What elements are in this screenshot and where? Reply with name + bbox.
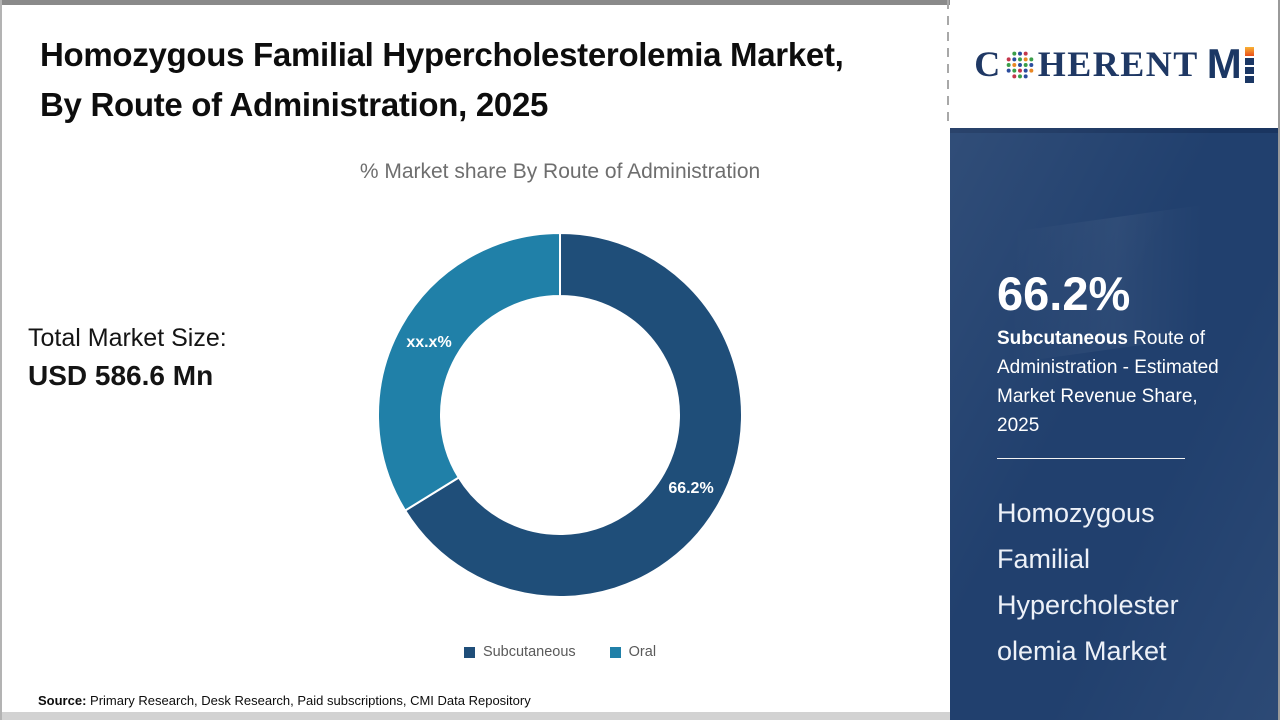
frame-bottom-strip [0, 712, 1280, 720]
sidebar-divider [997, 458, 1185, 459]
legend-swatch-oral-icon [609, 646, 621, 658]
legend-label-subcutaneous: Subcutaneous [482, 644, 576, 660]
legend-swatch-subcutaneous-icon [463, 646, 475, 658]
chart-legend: Subcutaneous Oral [210, 644, 910, 660]
donut-slice-subcutaneous [403, 231, 743, 598]
globe-dots-icon [1006, 51, 1034, 79]
frame-border-left [0, 0, 2, 720]
frame-border-top [0, 0, 1280, 5]
sidebar-highlight-rest: Route of Administration - Estimated Mark… [997, 328, 1219, 436]
source-line: Source: Primary Research, Desk Research,… [38, 693, 531, 708]
page-title: Homozygous Familial Hypercholesterolemia… [40, 36, 844, 123]
sidebar-market-name-line: Hypercholester [997, 590, 1179, 620]
total-market-size-block: Total Market Size: USD 586.6 Mn [28, 324, 227, 392]
donut-slice-label: 66.2% [668, 480, 713, 497]
highlight-sidebar: 66.2% Subcutaneous Route of Administrati… [950, 128, 1280, 720]
sidebar-highlight-segment: Subcutaneous [997, 328, 1128, 349]
legend-item-oral: Oral [609, 644, 657, 660]
sidebar-market-name-line: olemia Market [997, 636, 1167, 666]
donut-chart-svg: 66.2% xx.x% [377, 231, 743, 598]
logo-area: C HERENT M [950, 0, 1278, 128]
frame-border-right [1278, 0, 1280, 720]
donut-slice-label: xx.x% [406, 334, 451, 351]
total-market-size-label: Total Market Size: [28, 324, 227, 352]
source-label: Source: [38, 693, 87, 708]
sidebar-market-name-line: Homozygous [997, 498, 1155, 528]
sidebar-highlight-value: 66.2% [997, 267, 1131, 320]
source-text: Primary Research, Desk Research, Paid su… [86, 693, 531, 708]
sidebar-market-name-line: Familial [997, 544, 1091, 574]
logo-i-bar-icon [1244, 47, 1254, 83]
donut-slice-oral [377, 231, 561, 512]
coherent-mi-logo: C HERENT M [974, 40, 1254, 88]
logo-text-m: M [1206, 40, 1242, 87]
dashed-divider [947, 0, 949, 128]
sidebar-market-name: Homozygous Familial Hypercholester olemi… [997, 490, 1242, 674]
logo-text-c: C [974, 44, 1002, 84]
total-market-size-value: USD 586.6 Mn [28, 360, 214, 391]
sidebar-highlight-description: Subcutaneous Route of Administration - E… [997, 324, 1235, 440]
logo-text-herent: HERENT [1037, 44, 1199, 84]
chart-title: % Market share By Route of Administratio… [359, 160, 761, 183]
legend-label-oral: Oral [628, 644, 657, 660]
legend-item-subcutaneous: Subcutaneous [463, 644, 576, 660]
